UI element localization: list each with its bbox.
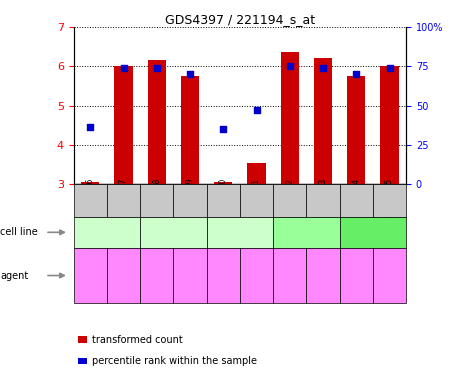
Bar [247, 163, 266, 184]
Text: GSM800776: GSM800776 [86, 177, 95, 224]
Point [386, 65, 393, 71]
Title: GDS4397 / 221194_s_at: GDS4397 / 221194_s_at [165, 13, 315, 26]
Text: control: control [113, 273, 134, 278]
Text: GSM800778: GSM800778 [152, 177, 161, 224]
Text: 5-aza-2'
-deoxyc
ytidine: 5-aza-2' -deoxyc ytidine [144, 267, 170, 284]
Text: GSM800780: GSM800780 [219, 177, 228, 224]
Text: GSM800779: GSM800779 [186, 177, 194, 224]
Bar [78, 358, 87, 364]
Point [319, 65, 327, 71]
Bar [380, 66, 399, 184]
Bar [148, 60, 166, 184]
Bar [214, 182, 232, 184]
Bar [114, 66, 133, 184]
Text: 5-aza-2'
-deoxycy
tidine: 5-aza-2' -deoxycy tidine [342, 267, 370, 284]
Point [86, 124, 94, 130]
Text: GSM800783: GSM800783 [319, 177, 327, 224]
Text: HT29: HT29 [227, 227, 253, 237]
Bar [78, 336, 87, 343]
Text: control: control [179, 273, 201, 278]
Bar [347, 76, 365, 184]
Point [286, 63, 294, 70]
Text: GSM800782: GSM800782 [285, 177, 294, 224]
Text: control: control [312, 273, 334, 278]
Text: SW480: SW480 [356, 227, 390, 237]
Text: GSM800784: GSM800784 [352, 177, 361, 224]
Text: control
l: control l [379, 270, 400, 281]
Text: cell line: cell line [0, 227, 38, 237]
Text: GSM800785: GSM800785 [385, 177, 394, 224]
Text: agent: agent [0, 270, 28, 281]
Text: control: control [246, 273, 267, 278]
Text: transformed count: transformed count [92, 335, 182, 345]
Text: 5-aza-2'
-deoxyc
ytidine: 5-aza-2' -deoxyc ytidine [210, 267, 236, 284]
Point [352, 71, 360, 77]
Text: COLO320: COLO320 [84, 227, 130, 237]
Text: GSM800781: GSM800781 [252, 177, 261, 224]
Bar [281, 53, 299, 184]
Bar [181, 76, 199, 184]
Text: percentile rank within the sample: percentile rank within the sample [92, 356, 256, 366]
Text: HCT116: HCT116 [154, 227, 192, 237]
Point [186, 71, 194, 77]
Point [153, 65, 161, 71]
Point [120, 65, 127, 71]
Text: 5-aza-2'
-deoxyc
ytidine: 5-aza-2' -deoxyc ytidine [277, 267, 303, 284]
Text: 5-aza-2'
-deoxyc
ytidine: 5-aza-2' -deoxyc ytidine [77, 267, 103, 284]
Bar [81, 182, 99, 184]
Text: GSM800777: GSM800777 [119, 177, 128, 224]
Point [219, 126, 227, 132]
Bar [314, 58, 332, 184]
Point [253, 106, 260, 113]
Text: RKO: RKO [296, 227, 316, 237]
